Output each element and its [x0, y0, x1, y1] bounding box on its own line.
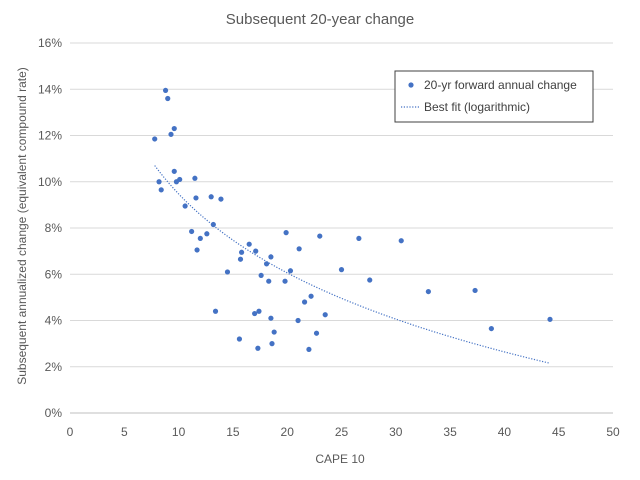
- data-point: [356, 235, 362, 242]
- best-fit-series: [154, 165, 551, 364]
- data-point: [168, 131, 174, 137]
- data-point: [246, 241, 252, 247]
- data-point: [472, 287, 478, 294]
- data-point: [204, 231, 210, 237]
- x-tick-label: 20: [281, 425, 295, 439]
- legend-label-fit: Best fit (logarithmic): [424, 100, 530, 114]
- data-point: [287, 268, 294, 274]
- data-point: [152, 136, 158, 142]
- data-point: [283, 230, 289, 236]
- data-point: [322, 312, 328, 318]
- data-point: [271, 329, 277, 335]
- y-axis-label: Subsequent annualized change (equivalent…: [15, 67, 29, 385]
- data-point: [268, 254, 274, 260]
- data-point: [269, 341, 275, 347]
- y-tick-label: 12%: [38, 129, 62, 143]
- data-point: [236, 336, 243, 342]
- x-tick-label: 45: [552, 425, 566, 439]
- x-tick-label: 30: [389, 425, 403, 439]
- x-tick-labels: 0 5 10 15 20 25 30 35 40 45 50: [67, 425, 620, 439]
- data-point: [224, 269, 231, 275]
- data-point: [162, 87, 169, 94]
- y-tick-labels: 0% 2% 4% 6% 8% 10% 12% 14% 16%: [38, 36, 62, 420]
- data-point: [313, 330, 320, 336]
- data-point: [268, 315, 274, 321]
- data-point: [212, 308, 219, 314]
- data-point: [258, 272, 264, 279]
- y-tick-label: 14%: [38, 82, 62, 96]
- data-point: [177, 176, 183, 183]
- x-tick-label: 15: [226, 425, 240, 439]
- data-point: [210, 221, 216, 228]
- data-point: [282, 278, 288, 284]
- x-tick-label: 0: [67, 425, 74, 439]
- x-tick-label: 25: [335, 425, 349, 439]
- data-point: [158, 187, 164, 193]
- data-point: [295, 317, 301, 324]
- data-point: [156, 179, 162, 185]
- data-point: [301, 299, 308, 305]
- y-tick-label: 16%: [38, 36, 62, 50]
- data-point: [182, 203, 188, 209]
- data-point: [367, 277, 373, 283]
- data-point: [238, 249, 245, 255]
- data-point: [252, 310, 258, 317]
- x-tick-label: 10: [172, 425, 186, 439]
- y-tick-label: 6%: [45, 267, 63, 281]
- data-point: [218, 196, 224, 202]
- best-fit-line: [154, 165, 551, 364]
- data-point: [255, 345, 261, 351]
- data-point: [192, 175, 198, 181]
- data-point: [193, 195, 199, 201]
- legend-label-scatter: 20-yr forward annual change: [424, 78, 577, 92]
- data-point: [547, 316, 553, 322]
- legend: 20-yr forward annual change Best fit (lo…: [394, 70, 594, 123]
- data-point: [338, 267, 345, 273]
- x-tick-label: 40: [498, 425, 512, 439]
- legend-box: [394, 70, 594, 123]
- x-tick-label: 5: [121, 425, 128, 439]
- y-tick-label: 2%: [45, 360, 63, 374]
- chart-title: Subsequent 20-year change: [226, 11, 414, 28]
- x-axis-label: CAPE 10: [315, 452, 365, 466]
- data-point: [306, 346, 312, 353]
- data-point: [308, 293, 314, 299]
- data-point: [253, 248, 259, 254]
- data-point: [398, 238, 404, 244]
- y-tick-label: 4%: [45, 314, 63, 328]
- data-point: [317, 233, 323, 239]
- data-point: [296, 246, 302, 252]
- y-tick-label: 8%: [45, 221, 63, 235]
- data-point: [189, 228, 195, 235]
- data-point: [256, 308, 262, 314]
- data-point: [266, 278, 272, 284]
- data-point: [171, 168, 177, 174]
- x-tick-label: 35: [443, 425, 457, 439]
- legend-marker-scatter: [408, 82, 414, 88]
- x-tick-label: 50: [606, 425, 620, 439]
- data-point: [194, 247, 200, 253]
- data-point: [263, 261, 270, 267]
- data-point: [488, 325, 494, 332]
- data-point: [165, 95, 171, 102]
- y-tick-label: 0%: [45, 406, 63, 420]
- data-point: [171, 125, 177, 132]
- data-point: [208, 194, 214, 200]
- scatter-series: [152, 87, 553, 353]
- data-point: [425, 288, 431, 295]
- data-point: [197, 235, 203, 242]
- data-point: [237, 256, 244, 262]
- y-tick-label: 10%: [38, 175, 62, 189]
